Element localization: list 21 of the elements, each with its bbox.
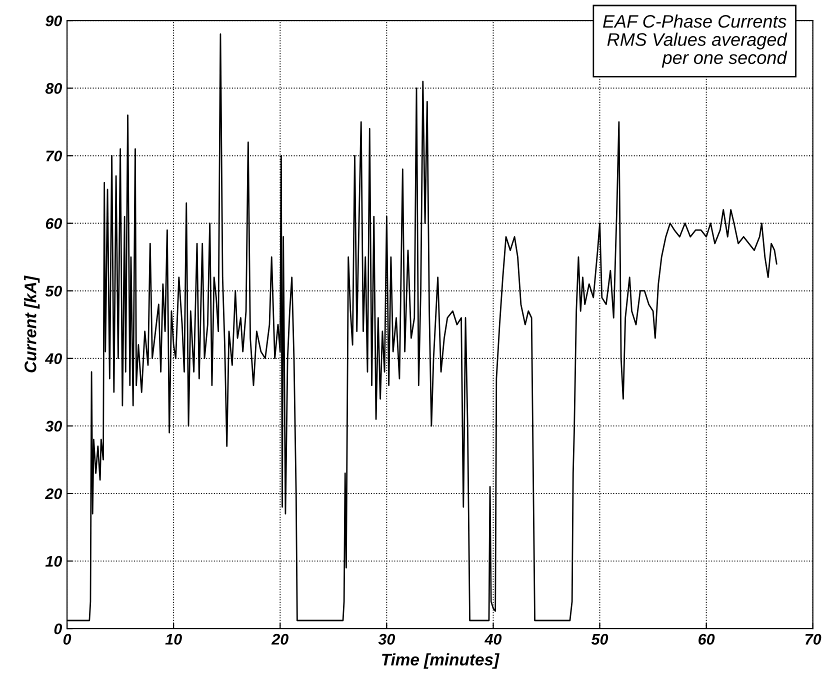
y-axis-title: Current [kA]: [24, 276, 40, 372]
y-tick-label: 70: [46, 150, 62, 162]
y-tick-label: 80: [45, 83, 62, 94]
x-tick-label: 10: [165, 634, 182, 645]
x-tick-label: 60: [698, 634, 715, 645]
x-tick-label: 40: [484, 634, 502, 645]
x-tick-label: 70: [805, 634, 822, 645]
y-tick-label: 60: [46, 218, 62, 229]
y-tick-label: 50: [45, 286, 62, 297]
y-tick-label: 20: [44, 488, 62, 500]
y-tick-label: 30: [45, 420, 62, 432]
y-tick-label: 90: [46, 15, 62, 26]
y-tick-label: 40: [44, 353, 62, 364]
x-tick-label: 0: [63, 634, 72, 645]
y-tick-label: 10: [45, 556, 62, 567]
x-tick-label: 50: [591, 634, 608, 645]
x-tick-label: 20: [271, 634, 288, 645]
annotation: EAF C-Phase Currents RMS Values averaged per one second: [603, 14, 788, 68]
y-tick-label: 0: [54, 623, 62, 634]
x-axis-title: Time [minutes]: [382, 653, 500, 669]
x-tick-label: 30: [378, 634, 396, 645]
